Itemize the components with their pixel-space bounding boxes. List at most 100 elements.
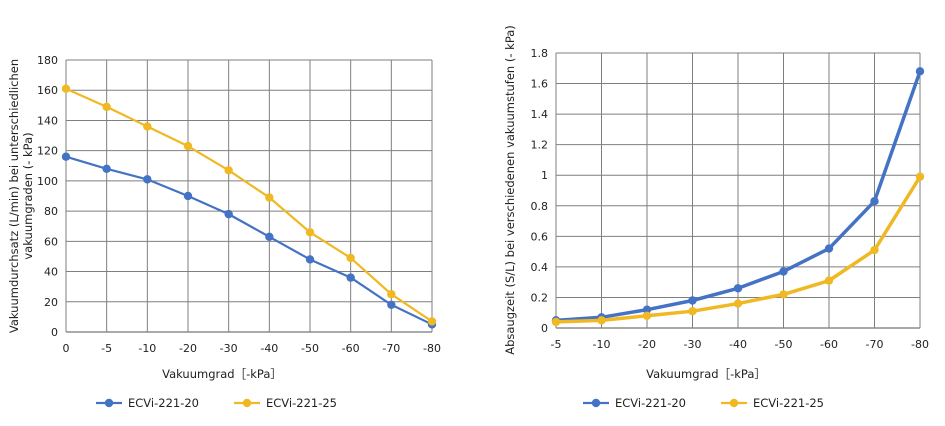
x-tick-label: -40 bbox=[260, 342, 278, 355]
x-tick-label: -20 bbox=[179, 342, 197, 355]
x-tick-label: -30 bbox=[220, 342, 238, 355]
data-point bbox=[427, 317, 437, 326]
data-point bbox=[183, 191, 193, 201]
x-tick-label: -60 bbox=[820, 338, 838, 351]
data-point bbox=[346, 253, 355, 263]
y-tick-label: 0.8 bbox=[531, 200, 549, 213]
y-tick-label: 1.8 bbox=[531, 47, 549, 60]
y-tick-label: 100 bbox=[37, 175, 58, 188]
y-tick-label: 1.4 bbox=[531, 108, 549, 121]
y-tick-label: 1.6 bbox=[531, 78, 549, 91]
series-line bbox=[65, 155, 433, 326]
x-tick-label: -10 bbox=[138, 342, 156, 355]
x-tick-label: -40 bbox=[729, 338, 747, 351]
y-tick-label: 20 bbox=[44, 296, 58, 309]
x-tick-labels: -5 -10 -20 -30 -40 -50 -60 -70 -80 bbox=[551, 338, 929, 351]
data-point bbox=[688, 306, 697, 316]
x-tick-label: -5 bbox=[101, 342, 112, 355]
data-point bbox=[870, 196, 879, 206]
data-point bbox=[688, 296, 697, 305]
legend-marker bbox=[242, 398, 252, 408]
y-tick-label: 0.4 bbox=[531, 261, 549, 274]
data-point bbox=[61, 152, 71, 161]
legend-item: ECVi-221-25 bbox=[721, 396, 824, 410]
legend-item: ECVi-221-20 bbox=[96, 396, 199, 410]
data-point bbox=[387, 300, 396, 309]
data-point bbox=[346, 273, 355, 282]
legend: ECVi-221-20 ECVi-221-25 bbox=[96, 396, 337, 410]
data-point bbox=[305, 228, 315, 237]
data-point bbox=[551, 317, 561, 327]
data-point bbox=[224, 166, 233, 175]
legend-item: ECVi-221-20 bbox=[583, 396, 686, 410]
x-tick-label: 0 bbox=[63, 342, 70, 355]
grid bbox=[65, 59, 433, 333]
y-tick-label: 1.2 bbox=[531, 139, 549, 152]
data-point bbox=[642, 305, 652, 314]
data-point bbox=[265, 193, 274, 202]
x-axis-label: Vakuumgrad［-kPa］ bbox=[162, 367, 282, 381]
y-tick-label: 180 bbox=[37, 54, 58, 67]
series-ECVi-221-20 bbox=[551, 67, 925, 325]
data-point bbox=[143, 175, 152, 184]
y-tick-label: 1 bbox=[541, 169, 548, 182]
x-tick-label: -50 bbox=[301, 342, 319, 355]
y-tick-label: 0 bbox=[51, 326, 58, 339]
data-point bbox=[387, 290, 396, 299]
data-point bbox=[102, 164, 111, 173]
data-point bbox=[265, 232, 274, 241]
x-tick-label: -10 bbox=[593, 338, 611, 351]
chart-absaugzeit: 0 0.2 0.4 0.6 0.8 1 1.2 1.4 1.6 1.8 -5 -10 -20 -30 -40… bbox=[503, 25, 929, 410]
y-axis-label: Absaugzeit (S/L) bei verschiedenen vakuu… bbox=[503, 25, 517, 355]
chart-vakuumdurchsatz: 0 20 40 60 80 100 120 140 160 180 0 -5 -10 -20 -30 -40 -… bbox=[7, 54, 441, 410]
legend-marker bbox=[729, 398, 739, 408]
legend-label: ECVi-221-25 bbox=[266, 396, 337, 410]
series-ECVi-221-25 bbox=[61, 84, 437, 326]
data-point bbox=[915, 67, 925, 76]
x-tick-label: -20 bbox=[638, 338, 656, 351]
y-tick-label: 60 bbox=[44, 235, 58, 248]
y-tick-labels: 0 20 40 60 80 100 120 140 160 180 bbox=[37, 54, 58, 339]
data-point bbox=[915, 172, 925, 181]
y-tick-label: 140 bbox=[37, 114, 58, 127]
legend-label: ECVi-221-20 bbox=[128, 396, 199, 410]
data-point bbox=[870, 245, 879, 255]
data-point bbox=[305, 255, 315, 264]
y-tick-label: 80 bbox=[44, 205, 58, 218]
data-point bbox=[733, 299, 743, 308]
data-point bbox=[597, 316, 606, 325]
data-point bbox=[143, 122, 152, 131]
y-tick-label: 40 bbox=[44, 266, 58, 279]
legend-marker bbox=[104, 398, 114, 408]
legend-label: ECVi-221-25 bbox=[753, 396, 824, 410]
x-tick-label: -50 bbox=[775, 338, 793, 351]
x-tick-label: -70 bbox=[382, 342, 400, 355]
data-point bbox=[779, 290, 788, 299]
data-point bbox=[733, 284, 743, 293]
x-tick-labels: 0 -5 -10 -20 -30 -40 -50 -60 -70 -80 bbox=[63, 342, 441, 355]
legend-marker bbox=[591, 398, 601, 408]
x-tick-label: -80 bbox=[423, 342, 441, 355]
x-tick-label: -70 bbox=[866, 338, 884, 351]
y-axis-label: Vakuumdurchsatz (L/min) bei unterschiedl… bbox=[7, 59, 21, 333]
y-tick-label: 0 bbox=[541, 322, 548, 335]
y-tick-label: 0.2 bbox=[531, 291, 549, 304]
series-ECVi-221-25 bbox=[551, 172, 925, 327]
data-point bbox=[224, 209, 233, 219]
legend-item: ECVi-221-25 bbox=[234, 396, 337, 410]
data-point bbox=[824, 276, 834, 285]
data-point bbox=[102, 102, 111, 112]
x-axis-label: Vakuumgrad［-kPa］ bbox=[646, 367, 766, 381]
data-point bbox=[779, 267, 788, 276]
y-tick-label: 0.6 bbox=[531, 230, 549, 243]
legend-label: ECVi-221-20 bbox=[615, 396, 686, 410]
y-tick-label: 160 bbox=[37, 84, 58, 97]
x-tick-label: -5 bbox=[551, 338, 562, 351]
data-point bbox=[642, 311, 652, 320]
data-point bbox=[183, 141, 193, 151]
series-ECVi-221-20 bbox=[61, 152, 437, 329]
grid bbox=[555, 52, 921, 329]
legend: ECVi-221-20 ECVi-221-25 bbox=[583, 396, 824, 410]
y-axis-label: vakuumgraden (- kPa) bbox=[21, 132, 35, 259]
